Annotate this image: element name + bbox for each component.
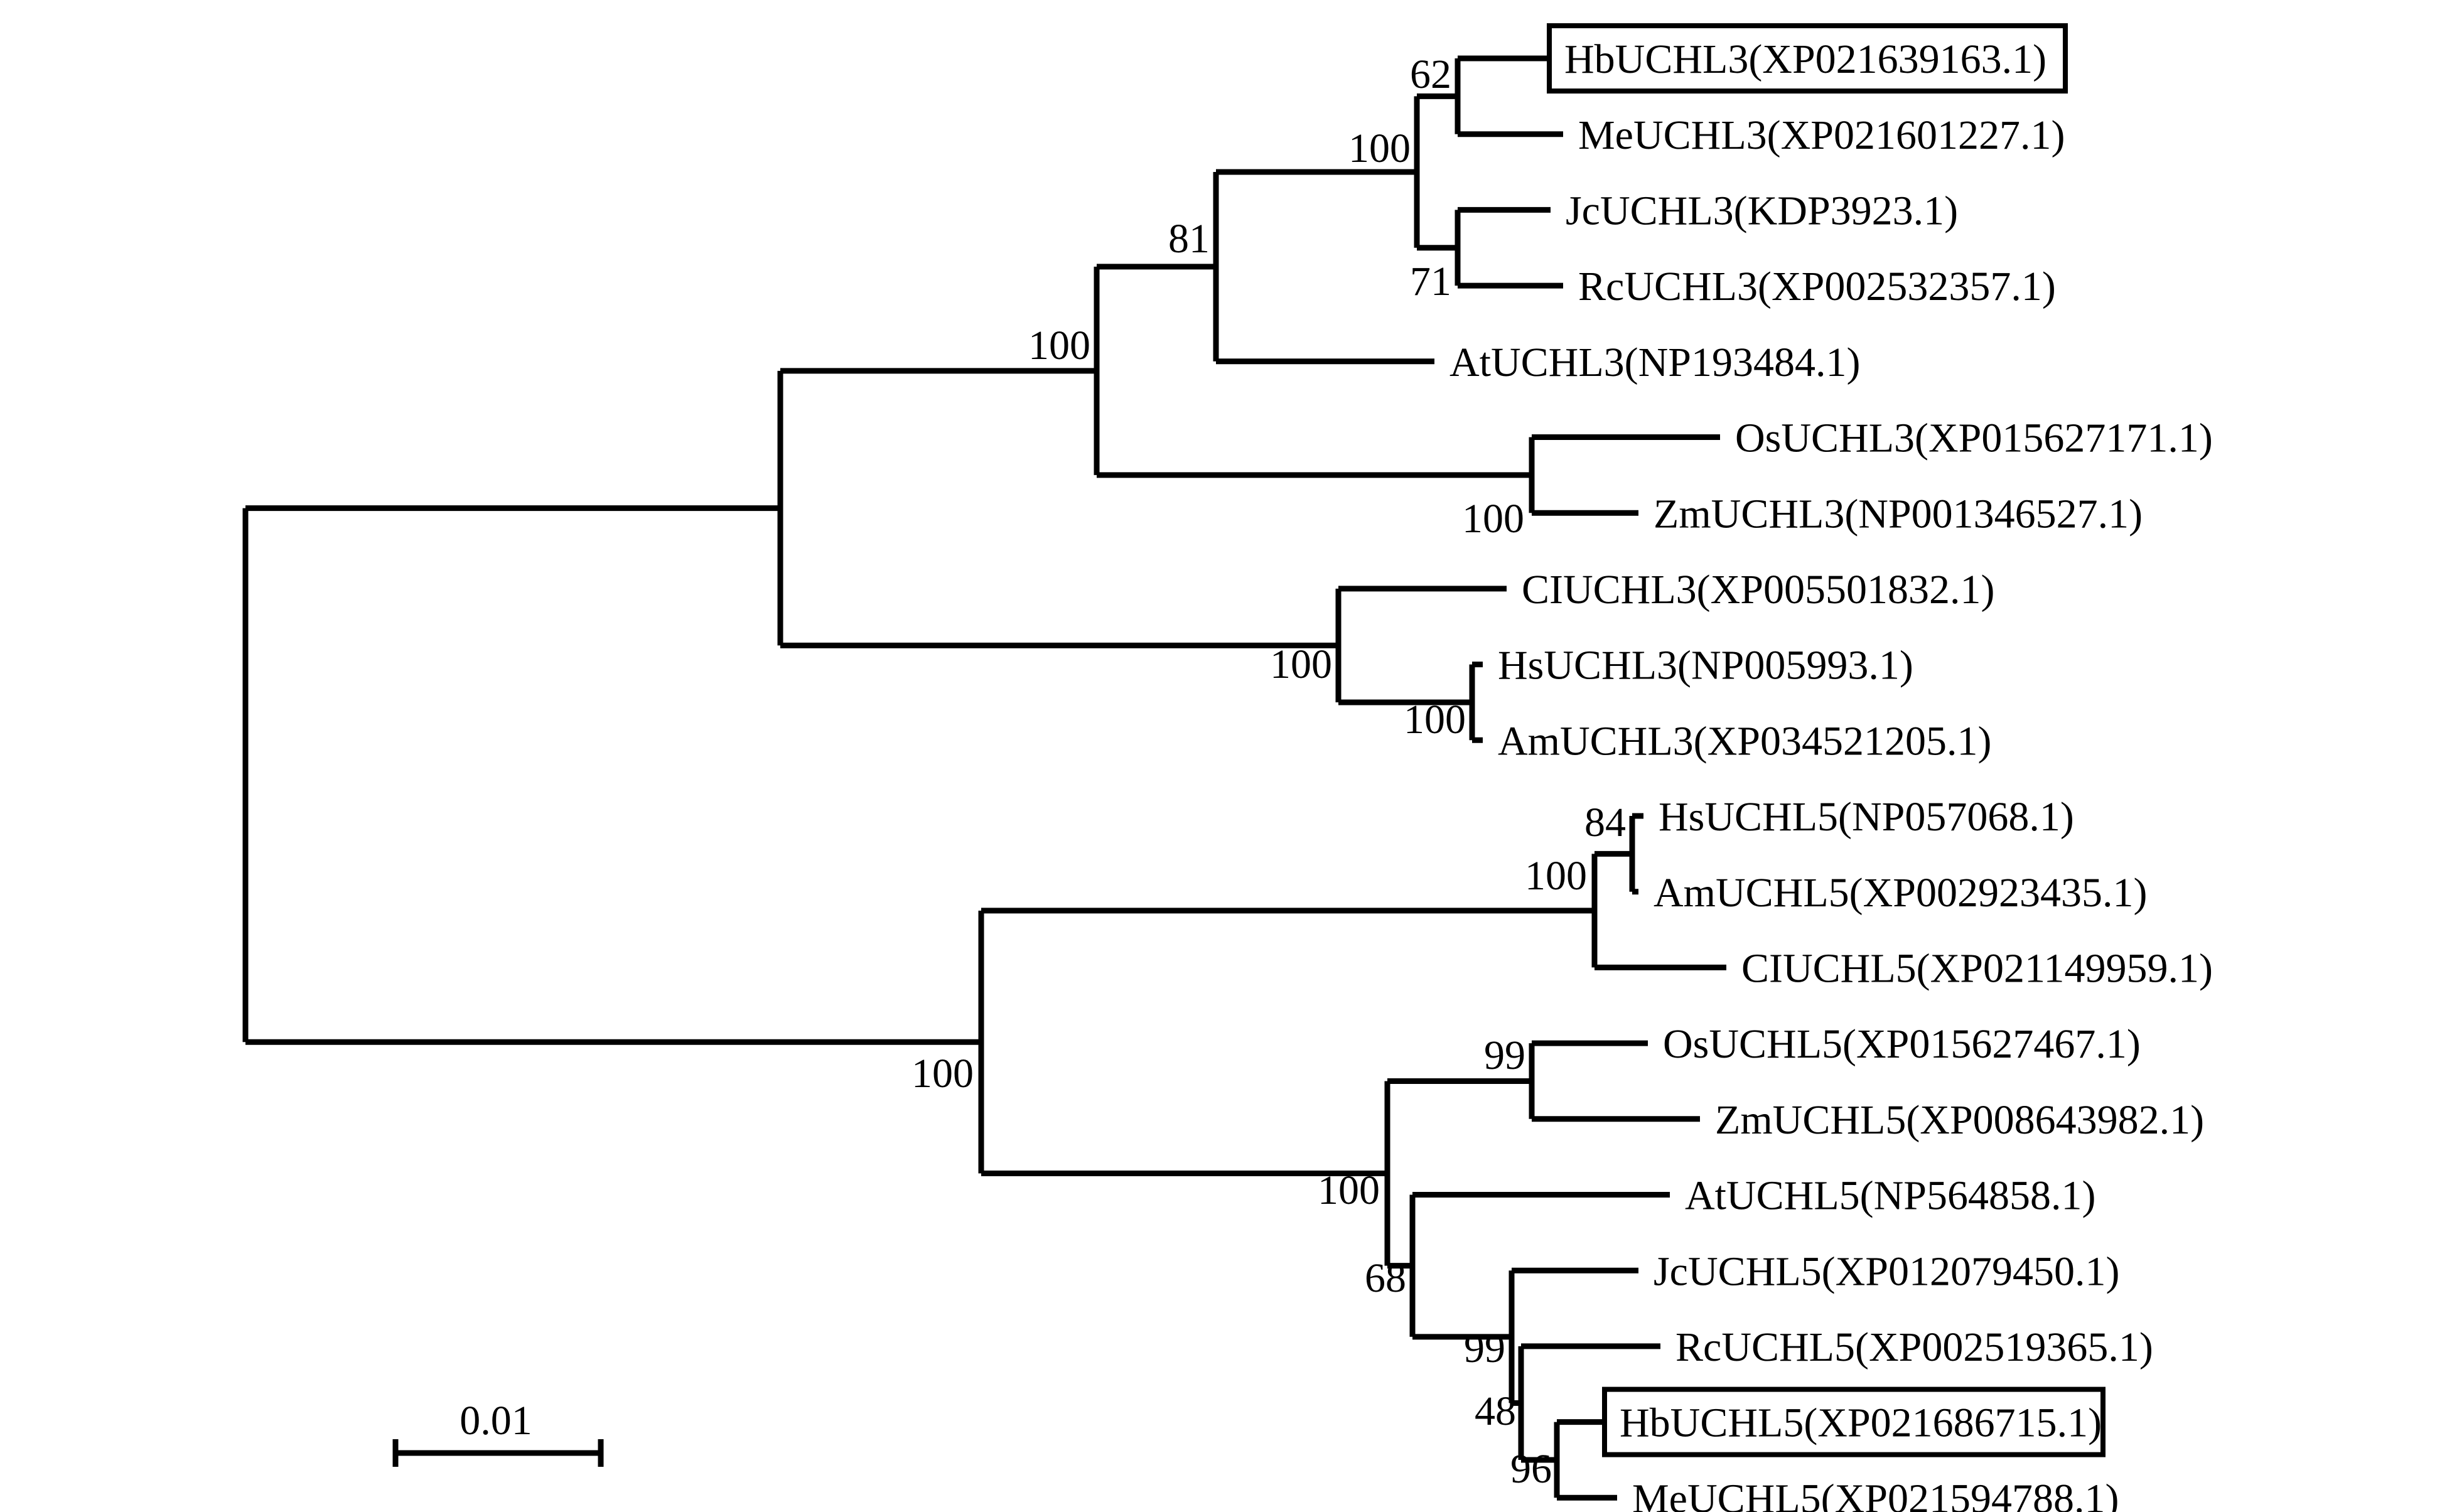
taxon-label: HbUCHL5(XP021686715.1) (1620, 1400, 2102, 1446)
taxon-label: ZmUCHL5(XP008643982.1) (1715, 1097, 2204, 1143)
taxon-label: CIUCHL3(XP005501832.1) (1522, 567, 1995, 613)
bootstrap-value: 84 (1584, 800, 1626, 845)
taxon-label: ZmUCHL3(NP001346527.1) (1654, 491, 2143, 537)
bootstrap-value: 100 (1348, 126, 1411, 171)
taxon-label: RcUCHL3(XP002532357.1) (1578, 264, 2056, 309)
taxon-label: JcUCHL3(KDP3923.1) (1566, 188, 1958, 234)
taxon-label: AtUCHL3(NP193484.1) (1449, 340, 1861, 385)
bootstrap-value: 100 (1270, 641, 1332, 687)
taxon-label: MeUCHL5(XP021594788.1) (1632, 1476, 2119, 1512)
bootstrap-value: 71 (1410, 259, 1451, 304)
bootstrap-value: 96 (1510, 1446, 1552, 1492)
taxon-label: OsUCHL5(XP015627467.1) (1663, 1021, 2141, 1067)
taxon-label: JcUCHL5(XP012079450.1) (1654, 1248, 2119, 1294)
bootstrap-value: 100 (1028, 323, 1090, 368)
taxon-label: CIUCHL5(XP021149959.1) (1741, 946, 2213, 992)
highlight-box (1602, 1386, 2105, 1457)
taxon-label: AmUCHL5(XP002923435.1) (1654, 870, 2148, 916)
bootstrap-value: 48 (1475, 1388, 1516, 1434)
taxon-label: AtUCHL5(NP564858.1) (1685, 1173, 2096, 1219)
bootstrap-value: 99 (1484, 1032, 1525, 1078)
bootstrap-value: 100 (1318, 1167, 1380, 1213)
bootstrap-value: 99 (1464, 1326, 1505, 1371)
taxon-label: HsUCHL5(NP057068.1) (1659, 794, 2074, 840)
taxon-label: HbUCHL3(XP021639163.1) (1564, 36, 2046, 82)
bootstrap-value: 81 (1168, 216, 1210, 262)
bootstrap-value: 100 (912, 1051, 974, 1096)
taxon-label: AmUCHL3(XP034521205.1) (1498, 718, 1992, 764)
bootstrap-value: 62 (1410, 51, 1451, 97)
bootstrap-value: 68 (1365, 1255, 1406, 1301)
taxon-label: OsUCHL3(XP015627171.1) (1735, 416, 2213, 461)
bootstrap-value: 100 (1462, 496, 1524, 542)
bootstrap-value: 100 (1404, 697, 1466, 743)
taxon-label: RcUCHL5(XP002519365.1) (1675, 1324, 2153, 1370)
taxon-label: HsUCHL3(NP005993.1) (1498, 643, 1913, 689)
scale-bar-label: 0.01 (460, 1398, 532, 1444)
taxon-label: MeUCHL3(XP021601227.1) (1578, 112, 2065, 158)
bootstrap-value: 100 (1525, 853, 1587, 899)
highlight-box (1547, 23, 2068, 94)
